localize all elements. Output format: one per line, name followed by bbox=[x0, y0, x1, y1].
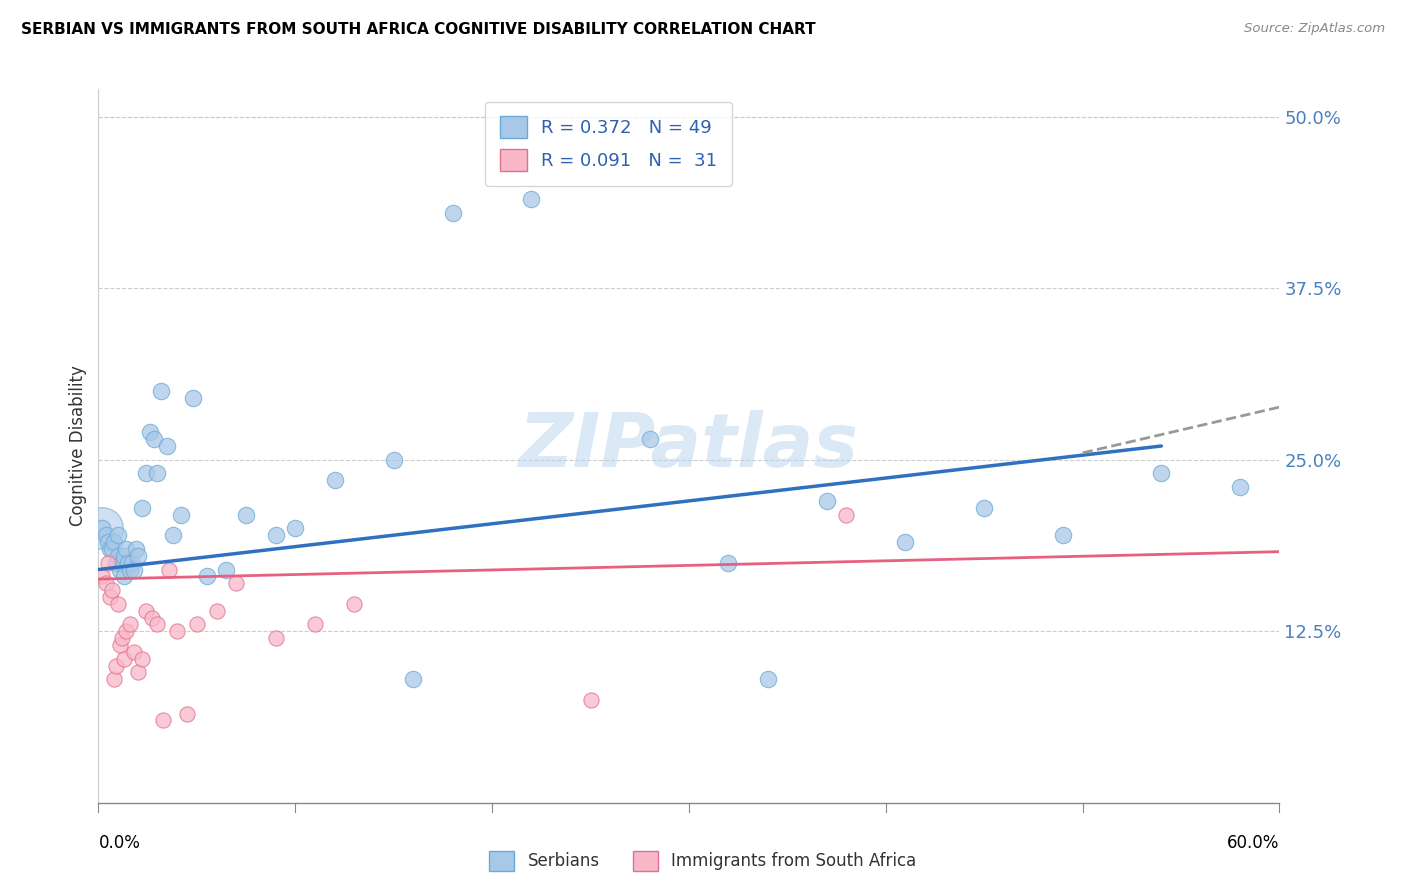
Point bbox=[115, 541, 138, 556]
Point bbox=[131, 651, 153, 665]
Point bbox=[205, 604, 228, 618]
Point bbox=[579, 693, 602, 707]
Point bbox=[141, 610, 163, 624]
Point bbox=[96, 528, 118, 542]
Point bbox=[108, 638, 131, 652]
Point bbox=[97, 556, 120, 570]
Point bbox=[122, 562, 145, 576]
Legend: R = 0.372   N = 49, R = 0.091   N =  31: R = 0.372 N = 49, R = 0.091 N = 31 bbox=[485, 102, 731, 186]
Point bbox=[815, 494, 838, 508]
Point bbox=[131, 500, 153, 515]
Point bbox=[176, 706, 198, 721]
Point bbox=[142, 432, 165, 446]
Point bbox=[152, 714, 174, 728]
Point bbox=[166, 624, 188, 639]
Point bbox=[1229, 480, 1251, 494]
Point bbox=[121, 556, 143, 570]
Point bbox=[382, 452, 405, 467]
Y-axis label: Cognitive Disability: Cognitive Disability bbox=[69, 366, 87, 526]
Point bbox=[264, 528, 287, 542]
Point bbox=[225, 576, 247, 591]
Point bbox=[135, 604, 157, 618]
Point bbox=[107, 597, 129, 611]
Point bbox=[112, 651, 135, 665]
Point bbox=[195, 569, 218, 583]
Point bbox=[105, 556, 128, 570]
Point bbox=[520, 192, 543, 206]
Point bbox=[112, 549, 135, 563]
Point bbox=[146, 467, 169, 481]
Point bbox=[107, 528, 129, 542]
Point bbox=[125, 541, 148, 556]
Text: 0.0%: 0.0% bbox=[98, 834, 141, 852]
Point bbox=[150, 384, 173, 398]
Point bbox=[117, 556, 139, 570]
Point bbox=[115, 624, 138, 639]
Point bbox=[973, 500, 995, 515]
Point bbox=[186, 617, 208, 632]
Point bbox=[215, 562, 238, 576]
Point bbox=[284, 521, 307, 535]
Point bbox=[170, 508, 193, 522]
Point bbox=[264, 631, 287, 645]
Point bbox=[894, 535, 917, 549]
Point bbox=[91, 521, 114, 535]
Point bbox=[235, 508, 257, 522]
Point bbox=[638, 432, 661, 446]
Point bbox=[127, 549, 149, 563]
Point bbox=[112, 569, 135, 583]
Point bbox=[343, 597, 366, 611]
Point bbox=[97, 535, 120, 549]
Point bbox=[323, 473, 346, 487]
Point bbox=[91, 521, 114, 535]
Text: ZIPatlas: ZIPatlas bbox=[519, 409, 859, 483]
Point bbox=[108, 562, 131, 576]
Point bbox=[118, 562, 141, 576]
Text: SERBIAN VS IMMIGRANTS FROM SOUTH AFRICA COGNITIVE DISABILITY CORRELATION CHART: SERBIAN VS IMMIGRANTS FROM SOUTH AFRICA … bbox=[21, 22, 815, 37]
Text: 60.0%: 60.0% bbox=[1227, 834, 1279, 852]
Point bbox=[156, 439, 179, 453]
Point bbox=[157, 562, 180, 576]
Point bbox=[127, 665, 149, 680]
Point bbox=[111, 556, 134, 570]
Point bbox=[1052, 528, 1074, 542]
Point bbox=[717, 556, 740, 570]
Point bbox=[96, 576, 118, 591]
Point bbox=[402, 673, 425, 687]
Point bbox=[98, 541, 121, 556]
Point bbox=[304, 617, 326, 632]
Point bbox=[122, 645, 145, 659]
Point bbox=[441, 205, 464, 219]
Point bbox=[135, 467, 157, 481]
Point bbox=[101, 541, 124, 556]
Point bbox=[835, 508, 858, 522]
Point bbox=[105, 658, 128, 673]
Point bbox=[103, 673, 125, 687]
Point bbox=[91, 569, 114, 583]
Point bbox=[181, 391, 204, 405]
Legend: Serbians, Immigrants from South Africa: Serbians, Immigrants from South Africa bbox=[481, 842, 925, 880]
Point bbox=[111, 631, 134, 645]
Point bbox=[101, 583, 124, 598]
Point bbox=[118, 617, 141, 632]
Point bbox=[107, 549, 129, 563]
Point bbox=[146, 617, 169, 632]
Point bbox=[103, 535, 125, 549]
Point bbox=[138, 425, 160, 440]
Text: Source: ZipAtlas.com: Source: ZipAtlas.com bbox=[1244, 22, 1385, 36]
Point bbox=[98, 590, 121, 604]
Point bbox=[162, 528, 184, 542]
Point bbox=[756, 673, 779, 687]
Point bbox=[1150, 467, 1173, 481]
